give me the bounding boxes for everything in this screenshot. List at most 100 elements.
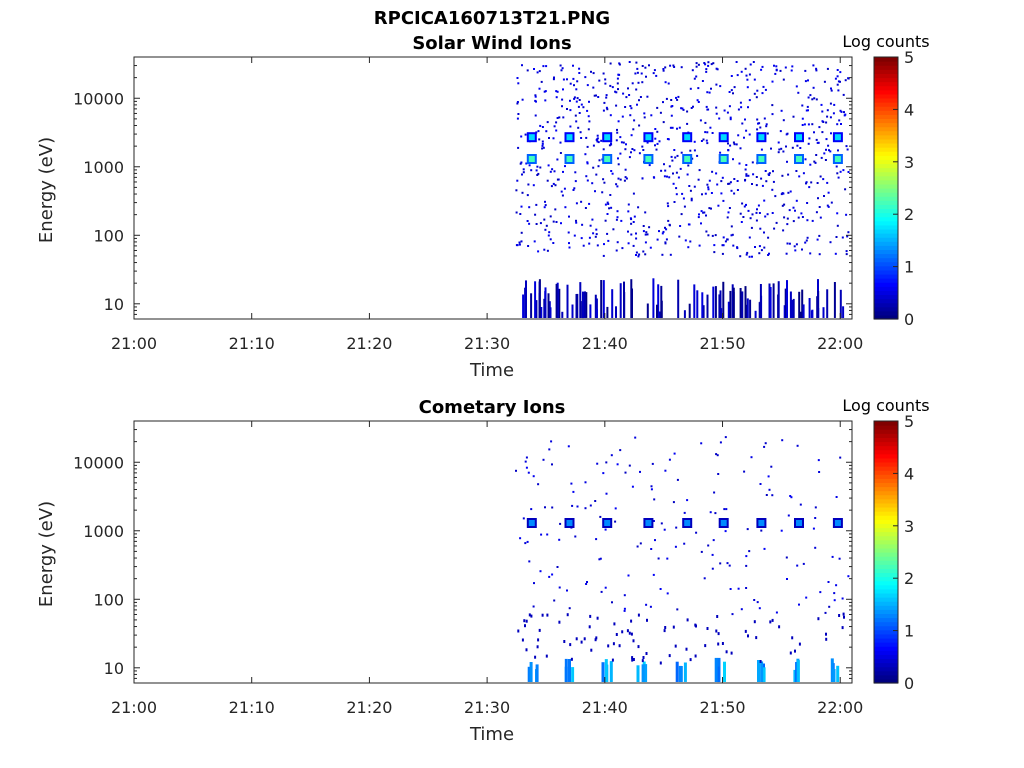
data-cell <box>646 95 649 98</box>
data-cell <box>700 140 703 142</box>
colorbar-segment <box>874 294 898 300</box>
data-cell <box>667 219 670 222</box>
data-cell <box>586 162 589 165</box>
colorbar-segment <box>874 122 898 128</box>
data-cell <box>733 178 736 180</box>
data-cell <box>562 78 565 81</box>
data-cell <box>528 222 531 225</box>
data-cell <box>538 70 541 73</box>
data-cell <box>731 233 734 236</box>
data-cell <box>825 637 828 641</box>
colorbar-segment <box>874 183 898 189</box>
data-cell <box>564 165 566 168</box>
data-cell <box>710 87 712 90</box>
data-cell <box>805 182 807 185</box>
data-cell <box>785 252 788 255</box>
colorbar-segment <box>874 642 898 647</box>
data-cell <box>586 179 589 182</box>
data-cell <box>626 629 629 633</box>
data-cell <box>706 627 709 630</box>
data-cell <box>795 85 798 88</box>
data-cell <box>707 64 710 67</box>
data-cell <box>779 69 782 72</box>
colorbar-frame <box>873 56 899 320</box>
data-cell <box>809 252 812 255</box>
data-cell <box>605 106 608 109</box>
data-cell <box>627 203 630 206</box>
data-cell <box>655 74 658 77</box>
data-cell <box>516 179 519 182</box>
data-cell <box>599 557 602 560</box>
data-cell <box>644 664 648 683</box>
data-cell <box>517 629 520 633</box>
data-cell <box>754 310 757 319</box>
data-cell <box>587 128 590 131</box>
data-cell <box>578 99 581 101</box>
data-cell <box>657 284 660 319</box>
data-cell <box>537 638 540 642</box>
data-cell <box>772 170 774 173</box>
colorbar-segment <box>874 637 898 643</box>
data-cell <box>674 644 677 648</box>
data-cell <box>624 471 627 474</box>
data-cell <box>561 105 563 108</box>
data-cell <box>594 235 597 238</box>
data-cell <box>841 236 844 239</box>
data-cell <box>520 135 523 138</box>
data-cell <box>698 213 700 216</box>
data-cell <box>570 482 573 485</box>
data-cell <box>683 542 686 545</box>
data-cell <box>831 555 834 558</box>
data-cell <box>541 142 544 145</box>
data-cell <box>576 97 579 100</box>
data-cell <box>717 473 720 475</box>
data-cell <box>535 203 538 206</box>
data-cell <box>525 280 527 318</box>
data-cell <box>542 65 545 68</box>
data-cell <box>827 581 830 583</box>
colorbar-tick-label: 4 <box>904 100 914 119</box>
data-cell <box>553 76 555 79</box>
data-cell <box>733 192 736 195</box>
data-cell <box>705 139 708 142</box>
data-cell <box>715 629 718 633</box>
data-cell <box>660 300 663 318</box>
data-cell <box>644 253 647 256</box>
plot-frame <box>133 420 853 684</box>
data-cell <box>726 216 729 219</box>
data-cell <box>645 520 652 526</box>
colorbar-segment <box>874 220 898 226</box>
data-cell <box>532 605 535 608</box>
colorbar-label: Log counts <box>842 396 929 415</box>
x-tick-label: 21:30 <box>464 334 510 353</box>
data-cell <box>828 605 831 608</box>
data-cell <box>818 206 821 208</box>
colorbar-segment <box>874 167 898 173</box>
data-cell <box>690 107 693 109</box>
data-cell <box>715 453 718 456</box>
data-cell <box>794 649 796 653</box>
data-cell <box>605 461 608 464</box>
data-cell <box>807 109 809 112</box>
data-cell <box>727 149 730 152</box>
data-cell <box>714 657 718 682</box>
data-cell <box>712 286 715 318</box>
data-cell <box>592 166 595 169</box>
data-cell <box>717 632 720 636</box>
data-cell <box>574 171 577 174</box>
data-cell <box>569 82 572 85</box>
data-cell <box>669 64 672 67</box>
data-cell <box>770 147 772 150</box>
data-cell <box>544 99 547 102</box>
colorbar-segment <box>874 629 898 635</box>
data-cell <box>534 114 537 117</box>
data-cell <box>616 131 619 134</box>
data-cell <box>615 183 618 186</box>
data-cell <box>799 147 802 149</box>
data-cell <box>672 501 675 504</box>
data-cell <box>838 119 841 122</box>
data-cell <box>536 174 539 176</box>
data-cell <box>624 106 627 108</box>
data-cell <box>719 290 722 319</box>
data-cell <box>700 550 703 553</box>
